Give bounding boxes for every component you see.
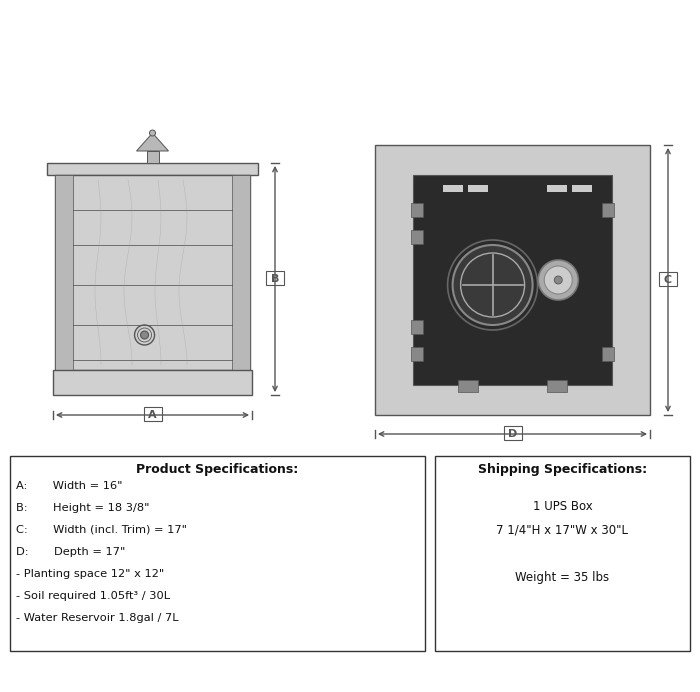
Circle shape — [150, 130, 155, 136]
Bar — [232, 175, 250, 370]
Text: Weight = 35 lbs: Weight = 35 lbs — [515, 572, 610, 585]
Bar — [659, 272, 677, 286]
Text: D:       Depth = 17": D: Depth = 17" — [16, 547, 125, 557]
Circle shape — [554, 276, 562, 284]
Bar — [146, 151, 158, 163]
Polygon shape — [136, 133, 169, 151]
Bar — [411, 203, 423, 217]
Text: B: B — [271, 274, 279, 284]
Bar — [602, 203, 614, 217]
Bar — [435, 456, 690, 651]
Text: C: C — [664, 275, 672, 285]
Bar — [375, 145, 650, 415]
Bar — [411, 230, 423, 244]
Bar — [411, 347, 423, 361]
Bar — [602, 347, 614, 361]
Bar — [411, 320, 423, 334]
Circle shape — [453, 245, 533, 325]
Text: A: A — [148, 410, 157, 420]
Text: - Water Reservoir 1.8gal / 7L: - Water Reservoir 1.8gal / 7L — [16, 613, 178, 623]
Text: D: D — [508, 429, 517, 439]
Bar — [413, 175, 612, 385]
Bar — [144, 407, 162, 421]
Bar — [47, 163, 258, 175]
Bar — [55, 175, 250, 370]
Text: B:       Height = 18 3/8": B: Height = 18 3/8" — [16, 503, 150, 513]
Text: 1 UPS Box: 1 UPS Box — [533, 500, 592, 513]
Circle shape — [134, 325, 155, 345]
Text: 7 1/4"H x 17"W x 30"L: 7 1/4"H x 17"W x 30"L — [496, 524, 629, 536]
Circle shape — [447, 240, 538, 330]
Bar — [53, 370, 252, 395]
Bar — [547, 185, 567, 192]
Text: - Soil required 1.05ft³ / 30L: - Soil required 1.05ft³ / 30L — [16, 591, 170, 601]
Bar — [266, 271, 284, 285]
Bar — [503, 426, 522, 440]
Circle shape — [545, 266, 573, 294]
Bar — [10, 456, 425, 651]
Bar — [443, 185, 463, 192]
Text: - Planting space 12" x 12": - Planting space 12" x 12" — [16, 569, 164, 579]
Circle shape — [538, 260, 578, 300]
Bar — [572, 185, 592, 192]
Circle shape — [141, 331, 148, 339]
Bar — [55, 175, 73, 370]
Bar — [468, 185, 488, 192]
Bar — [547, 380, 567, 392]
Text: Product Specifications:: Product Specifications: — [136, 464, 299, 477]
Text: C:       Width (incl. Trim) = 17": C: Width (incl. Trim) = 17" — [16, 525, 187, 535]
Text: A:       Width = 16": A: Width = 16" — [16, 481, 122, 491]
Text: Shipping Specifications:: Shipping Specifications: — [478, 464, 647, 477]
Bar — [458, 380, 478, 392]
